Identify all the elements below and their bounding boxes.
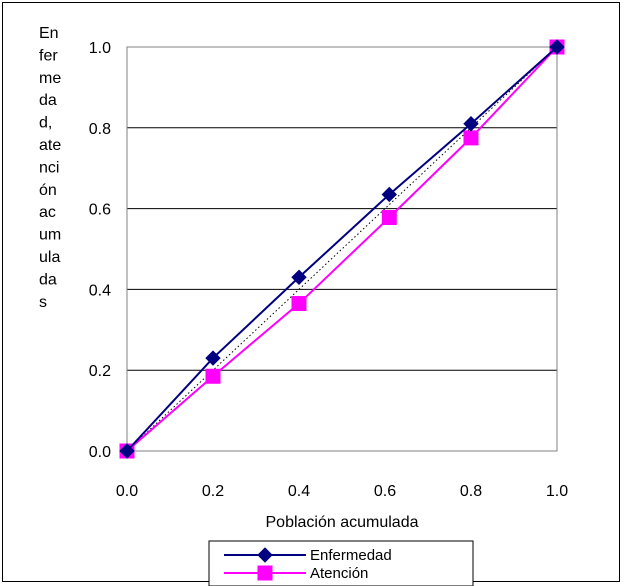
y-axis-label-line-11: da — [39, 271, 57, 288]
x-tick-label-2: 0.4 — [288, 483, 310, 500]
data-point — [463, 116, 479, 132]
x-tick-label-1: 0.2 — [202, 483, 224, 500]
series-enfermedad — [119, 39, 565, 459]
data-point — [205, 350, 221, 366]
y-tick-label-0: 0.0 — [89, 444, 111, 461]
x-axis-ticks: 0.0 0.2 0.4 0.6 0.8 1.0 — [116, 483, 568, 500]
data-point — [381, 186, 398, 203]
plot-border — [126, 46, 558, 452]
data-point — [549, 39, 565, 55]
y-axis-label-line-3: da — [39, 92, 57, 109]
y-tick-label-4: 0.8 — [89, 121, 111, 138]
x-tick-label-3: 0.6 — [374, 483, 396, 500]
y-axis-ticks: 0.0 0.2 0.4 0.6 0.8 1.0 — [89, 40, 111, 461]
y-axis-label-line-4: d, — [39, 115, 52, 132]
legend-box — [208, 540, 474, 586]
y-tick-label-5: 1.0 — [89, 40, 111, 57]
legend-marker — [257, 547, 273, 563]
y-axis-label-line-7: ón — [39, 182, 57, 199]
y-axis-label-line-6: nci — [39, 159, 59, 176]
y-axis-label-line-2: me — [39, 70, 61, 87]
x-axis-title: Población acumulada — [266, 514, 419, 531]
y-tick-label-3: 0.6 — [89, 202, 111, 219]
y-axis-label-line-10: ula — [39, 249, 60, 266]
y-axis-label-line-1: fer — [39, 47, 58, 64]
x-tick-label-5: 1.0 — [546, 483, 568, 500]
x-tick-label-4: 0.8 — [460, 483, 482, 500]
y-axis-label-line-8: ac — [39, 204, 56, 221]
data-point — [119, 443, 135, 459]
y-tick-label-1: 0.2 — [89, 363, 111, 380]
data-point — [291, 296, 307, 312]
legend-entry-0: Enfermedad — [224, 547, 392, 564]
y-axis-label-line-12: s — [39, 294, 47, 311]
plot-area — [127, 47, 557, 451]
data-point — [291, 269, 307, 285]
x-tick-label-0: 0.0 — [116, 483, 138, 500]
y-axis-label-line-9: um — [39, 227, 61, 244]
y-axis-label-line-0: En — [39, 25, 59, 42]
legend-label: Enfermedad — [310, 547, 392, 564]
data-point — [381, 209, 397, 225]
y-tick-label-2: 0.4 — [89, 282, 111, 299]
y-axis-label: En fer me da d, ate nci ón ac um ula da s — [39, 25, 61, 311]
legend-entry-1: Atención — [224, 565, 368, 582]
y-axis-label-line-5: ate — [39, 137, 61, 154]
data-point — [463, 130, 479, 146]
series-group — [119, 39, 565, 459]
legend-marker — [257, 565, 273, 581]
series-line — [126, 46, 558, 452]
series-line — [126, 46, 558, 452]
data-point — [205, 368, 221, 384]
legend-label: Atención — [310, 565, 368, 582]
